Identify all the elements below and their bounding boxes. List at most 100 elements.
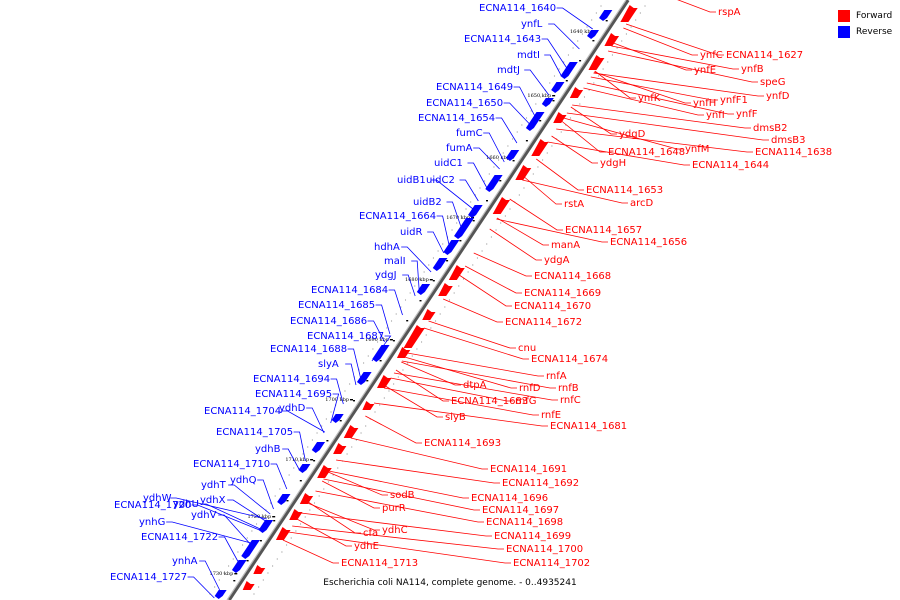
gene-label-forward: rspA — [718, 7, 741, 18]
axis-dot — [272, 565, 274, 567]
gene-label-reverse: ECNA114_1649 — [436, 82, 513, 93]
axis-dot — [346, 453, 348, 455]
gene-feature-forward — [376, 375, 392, 388]
axis-marker — [512, 160, 515, 162]
gene-leader-reverse — [446, 201, 462, 228]
axis-dot — [498, 159, 500, 161]
gene-feature-forward — [253, 565, 266, 574]
axis-dot — [448, 299, 451, 301]
axis-dot — [479, 187, 481, 189]
gene-leader-forward — [401, 361, 461, 386]
axis-marker — [326, 440, 329, 442]
axis-dot — [416, 348, 418, 350]
gene-label-reverse: ydhU — [173, 499, 199, 510]
gene-leader-reverse — [430, 179, 474, 210]
gene-label-reverse: ECNA114_1688 — [270, 344, 347, 355]
gene-feature-forward — [515, 165, 532, 180]
gene-label-forward: ECNA114_1691 — [490, 464, 567, 475]
gene-label-forward: ynfE — [694, 65, 716, 76]
gene-leader-forward — [473, 252, 532, 277]
gene-label-reverse: ECNA114_1710 — [193, 459, 270, 470]
gene-label-reverse: ydhV — [191, 510, 217, 521]
gene-label-forward: ydhE — [354, 541, 379, 552]
axis-marker — [459, 240, 462, 242]
axis-dot — [267, 572, 269, 574]
gene-leader-reverse — [367, 320, 385, 343]
gene-leader-forward — [566, 112, 769, 141]
gene-label-reverse: ECNA114_1650 — [426, 98, 503, 109]
axis-dot — [486, 243, 488, 245]
gene-feature-forward — [492, 197, 510, 214]
legend-item-reverse: Reverse — [838, 24, 892, 40]
gene-leader-reverse — [281, 410, 325, 433]
axis-dot — [332, 474, 334, 476]
gene-label-reverse: ECNA114_1705 — [216, 427, 293, 438]
gene-label-reverse: ydhX — [200, 495, 226, 506]
gene-feature-forward — [569, 87, 584, 98]
axis-dot — [525, 117, 528, 119]
gene-label-reverse: ECNA114_1695 — [255, 389, 332, 400]
axis-dot — [309, 509, 311, 511]
tick-label: 1710 kbp — [285, 457, 309, 463]
gene-label-reverse: ydhB — [255, 444, 281, 455]
axis-dot — [285, 544, 288, 546]
gene-feature-forward — [553, 112, 567, 123]
legend-label-reverse: Reverse — [856, 27, 893, 37]
genome-axis — [227, 0, 630, 600]
gene-leader-forward — [556, 128, 753, 153]
gene-feature-forward — [396, 347, 411, 358]
gene-leader-reverse — [218, 514, 251, 545]
gene-leader-forward — [593, 72, 764, 97]
axis-dot — [321, 425, 323, 427]
axis-dot — [539, 96, 542, 98]
axis-dot — [523, 187, 525, 189]
axis-dot — [504, 215, 506, 217]
gene-feature-reverse — [298, 464, 311, 473]
axis-dot — [467, 271, 469, 273]
gene-leader-forward — [292, 525, 504, 550]
axis-dot — [274, 495, 276, 497]
gene-leader-forward — [300, 512, 492, 537]
axis-dot — [493, 166, 495, 168]
axis-dot — [611, 54, 614, 56]
gene-label-forward: ECNA114_1672 — [505, 317, 582, 328]
axis-dot — [255, 523, 258, 525]
axis-dot — [502, 152, 504, 154]
tick-label: 1680 kbp — [405, 277, 429, 283]
gene-leader-reverse — [503, 102, 530, 125]
gene-label-forward: ECNA114_1648 — [608, 147, 685, 158]
gene-label-forward: rstA — [564, 199, 584, 210]
axis-dot — [630, 26, 632, 28]
axis-dot — [269, 502, 272, 504]
gene-label-reverse: ydgJ — [375, 270, 397, 281]
axis-dot — [542, 159, 544, 161]
tick-mark — [389, 339, 393, 341]
axis-dot — [386, 327, 388, 329]
axis-marker — [499, 180, 502, 182]
gene-label-forward: ynfB — [741, 64, 764, 75]
axis-dot — [532, 173, 534, 175]
axis-marker — [432, 280, 435, 282]
gene-leader-forward — [393, 372, 558, 401]
tick-mark — [234, 573, 238, 575]
axis-dot — [600, 5, 602, 7]
axis-dot — [253, 593, 255, 595]
gene-label-forward: ECNA114_1681 — [550, 421, 627, 432]
gene-label-reverse: ECNA114_1664 — [359, 211, 436, 222]
gene-leader-forward — [365, 415, 422, 444]
gene-label-forward: arcD — [630, 198, 654, 209]
gene-label-reverse: uidC2 — [426, 175, 455, 186]
axis-dot — [430, 327, 432, 329]
gene-leader-reverse — [330, 378, 344, 405]
axis-dot — [404, 299, 407, 301]
gene-leader-forward — [608, 50, 758, 83]
gene-label-reverse: uidR — [400, 227, 422, 238]
gene-label-forward: ECNA114_1627 — [726, 50, 803, 61]
axis-dot — [639, 12, 641, 14]
axis-marker — [552, 100, 555, 102]
gene-leader-reverse — [166, 521, 252, 544]
gene-label-forward: dmsB3 — [771, 135, 806, 146]
axis-dot — [246, 537, 248, 539]
tick-label: 1640 kbp — [570, 29, 594, 35]
axis-dot — [349, 383, 351, 385]
